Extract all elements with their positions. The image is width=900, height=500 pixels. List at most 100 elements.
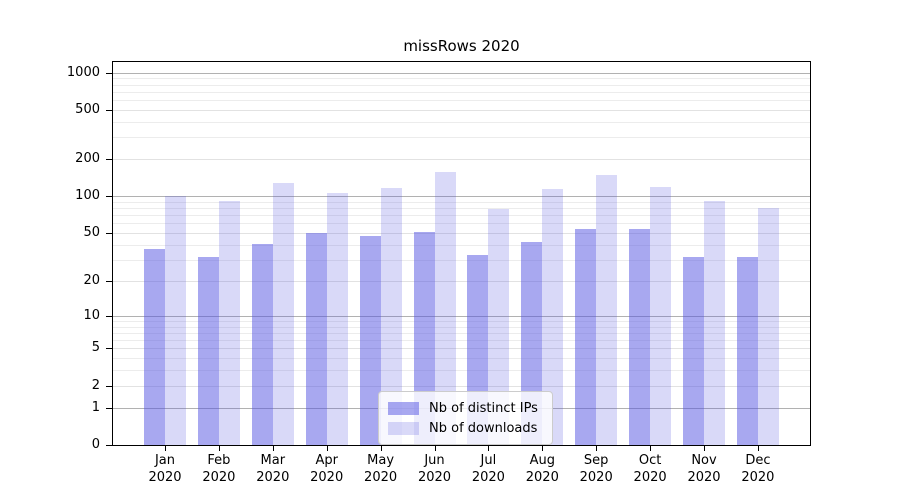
x-tick [488, 445, 490, 451]
gridline-y-3 [113, 370, 810, 372]
gridline-y-30 [113, 259, 810, 261]
x-tick [596, 445, 598, 451]
gridline-y-700 [113, 91, 810, 93]
gridline-y-4 [113, 358, 810, 360]
gridline-y-10 [113, 315, 810, 317]
legend-swatch-downloads [388, 421, 419, 435]
x-tick-label: Aug 2020 [514, 452, 570, 486]
x-tick-month: Sep [583, 453, 609, 468]
x-tick [326, 445, 328, 451]
gridline-y-40 [113, 244, 810, 246]
x-tick-label: Mar 2020 [245, 452, 301, 486]
x-tick-year: 2020 [687, 470, 721, 485]
x-tick [434, 445, 436, 451]
y-tick [106, 73, 113, 74]
gridline-y-600 [113, 100, 810, 101]
x-tick-year: 2020 [633, 470, 667, 485]
gridline-y-9 [113, 320, 810, 322]
x-tick-year: 2020 [148, 470, 182, 485]
x-tick-month: Apr [315, 453, 338, 468]
x-tick-label: Nov 2020 [676, 452, 732, 486]
x-tick-label: Jan 2020 [137, 452, 193, 486]
bar-distinct-ips [251, 243, 273, 445]
y-tick [106, 233, 113, 234]
bar-downloads [596, 174, 618, 445]
x-tick-month: Oct [638, 453, 662, 468]
y-tick [106, 196, 113, 197]
x-tick-year: 2020 [364, 470, 398, 485]
x-tick [542, 445, 544, 451]
legend: Nb of distinct IPs Nb of downloads [378, 391, 553, 445]
legend-row: Nb of distinct IPs [388, 398, 538, 418]
x-tick [218, 445, 220, 451]
bar-distinct-ips [629, 228, 651, 445]
gridline-y-70 [113, 215, 810, 217]
y-tick [106, 386, 113, 387]
x-tick-year: 2020 [310, 470, 344, 485]
bar-distinct-ips [683, 256, 704, 445]
gridline-y-800 [113, 84, 810, 86]
x-tick-year: 2020 [579, 470, 613, 485]
x-tick-month: Jan [154, 453, 176, 468]
x-tick-month: May [367, 453, 395, 468]
x-tick [380, 445, 382, 451]
y-tick [106, 408, 113, 409]
gridline-y-100 [113, 196, 810, 198]
bar-downloads [757, 208, 779, 445]
x-tick-year: 2020 [202, 470, 236, 485]
x-tick-month: Aug [529, 453, 555, 468]
x-tick-month: Nov [691, 453, 717, 468]
y-tick-label: 10 [83, 307, 100, 323]
x-tick-month: Jul [480, 453, 497, 468]
y-tick-label: 100 [75, 188, 100, 204]
gridline-y-60 [113, 223, 810, 225]
x-tick-label: May 2020 [353, 452, 409, 486]
gridline-y-500 [113, 109, 810, 111]
x-tick [272, 445, 274, 451]
bar-downloads [380, 188, 402, 445]
y-tick [106, 159, 113, 160]
y-tick-label: 0 [91, 437, 100, 452]
y-tick-label: 500 [75, 101, 100, 117]
x-tick-year: 2020 [417, 470, 452, 485]
y-tick-label: 50 [83, 225, 100, 240]
bar-downloads [650, 186, 672, 445]
x-tick-label: Oct 2020 [622, 452, 678, 486]
gridline-y-50 [113, 233, 810, 234]
x-tick-year: 2020 [525, 470, 559, 485]
gridline-y-8 [113, 326, 810, 328]
bar-distinct-ips [575, 228, 597, 445]
x-tick-year: 2020 [256, 470, 290, 485]
bar-downloads [326, 193, 348, 445]
gridline-y-80 [113, 208, 810, 210]
gridline-y-7 [113, 332, 810, 334]
gridline-y-5 [113, 348, 810, 350]
bar-distinct-ips [144, 248, 165, 445]
bar-downloads [704, 201, 725, 445]
x-tick-month: Jun [424, 453, 445, 468]
legend-label-distinct-ips: Nb of distinct IPs [429, 400, 538, 416]
x-tick-month: Mar [260, 453, 286, 468]
gridline-y-20 [113, 280, 810, 282]
y-tick-label: 20 [83, 272, 100, 288]
bar-downloads [218, 201, 240, 445]
x-tick-label: Apr 2020 [299, 452, 355, 486]
bar-downloads [434, 172, 456, 445]
chart-title: missRows 2020 [403, 37, 520, 55]
y-tick [106, 281, 113, 282]
bar-distinct-ips [736, 256, 758, 445]
y-tick-label: 1000 [66, 64, 100, 80]
legend-label-downloads: Nb of downloads [429, 420, 538, 436]
x-tick-year: 2020 [741, 470, 775, 485]
legend-row: Nb of downloads [388, 418, 538, 438]
gridline-y-2 [113, 385, 810, 387]
y-tick [106, 316, 113, 317]
gridline-y-300 [113, 137, 810, 139]
bar-downloads [542, 189, 564, 445]
x-tick [704, 445, 705, 451]
x-tick-label: Dec 2020 [730, 452, 786, 486]
x-tick-year: 2020 [471, 470, 505, 485]
x-tick-month: Feb [207, 453, 231, 468]
bar-distinct-ips [197, 256, 219, 445]
